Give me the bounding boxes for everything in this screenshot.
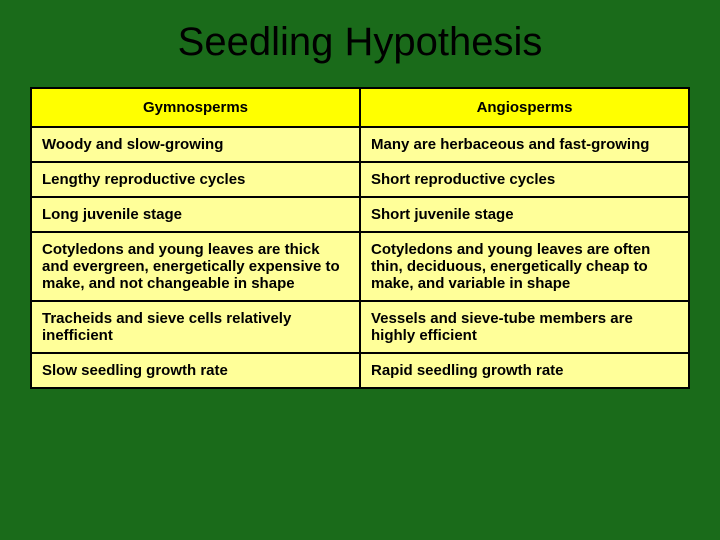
cell-angiosperm: Short reproductive cycles — [360, 162, 689, 197]
cell-gymnosperm: Lengthy reproductive cycles — [31, 162, 360, 197]
table-row: Lengthy reproductive cycles Short reprod… — [31, 162, 689, 197]
table-row: Long juvenile stage Short juvenile stage — [31, 197, 689, 232]
comparison-table: Gymnosperms Angiosperms Woody and slow-g… — [30, 87, 690, 389]
table-row: Cotyledons and young leaves are thick an… — [31, 232, 689, 301]
cell-angiosperm: Vessels and sieve-tube members are highl… — [360, 301, 689, 353]
page-title: Seedling Hypothesis — [30, 20, 690, 65]
column-header-gymnosperms: Gymnosperms — [31, 88, 360, 127]
cell-angiosperm: Many are herbaceous and fast-growing — [360, 127, 689, 162]
table-row: Woody and slow-growing Many are herbaceo… — [31, 127, 689, 162]
table-row: Slow seedling growth rate Rapid seedling… — [31, 353, 689, 388]
cell-angiosperm: Rapid seedling growth rate — [360, 353, 689, 388]
cell-angiosperm: Cotyledons and young leaves are often th… — [360, 232, 689, 301]
cell-gymnosperm: Long juvenile stage — [31, 197, 360, 232]
cell-angiosperm: Short juvenile stage — [360, 197, 689, 232]
table-header-row: Gymnosperms Angiosperms — [31, 88, 689, 127]
cell-gymnosperm: Woody and slow-growing — [31, 127, 360, 162]
cell-gymnosperm: Tracheids and sieve cells relatively ine… — [31, 301, 360, 353]
cell-gymnosperm: Slow seedling growth rate — [31, 353, 360, 388]
table-row: Tracheids and sieve cells relatively ine… — [31, 301, 689, 353]
column-header-angiosperms: Angiosperms — [360, 88, 689, 127]
cell-gymnosperm: Cotyledons and young leaves are thick an… — [31, 232, 360, 301]
